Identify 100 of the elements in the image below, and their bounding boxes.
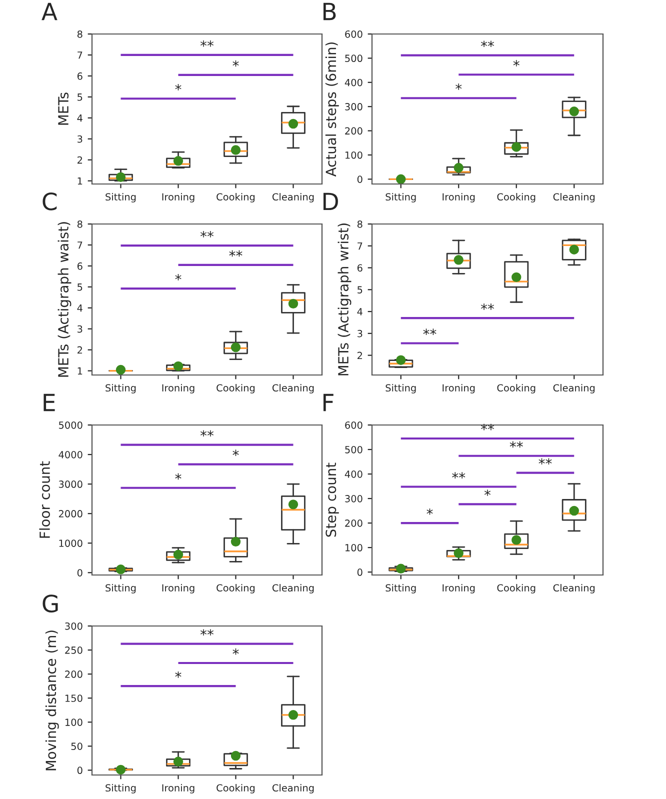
y-tick-label: 600: [345, 30, 362, 38]
annotation: *: [456, 84, 462, 90]
x-tick-label: Ironing: [442, 384, 475, 394]
y-tick-label: 150: [65, 694, 82, 702]
x-tick-label: Ironing: [162, 193, 194, 202]
annotation: *: [175, 84, 182, 90]
annotation: **: [538, 458, 552, 465]
y-tick-label: 3: [78, 325, 82, 333]
chart-title: B: [323, 2, 336, 20]
x-tick-label: Ironing: [442, 193, 475, 202]
y-tick-label: 300: [65, 622, 82, 630]
annotation: **: [480, 40, 494, 48]
x-tick-label: Cooking: [497, 384, 536, 394]
chart-title: F: [323, 394, 334, 412]
y-tick-label: 1000: [59, 540, 82, 547]
y-tick-label: 7: [358, 242, 362, 250]
x-tick-label: Sitting: [386, 193, 416, 202]
y-tick-label: 3: [78, 135, 82, 143]
y-tick-label: 7: [78, 52, 82, 59]
y-tick-label: 2000: [58, 510, 82, 518]
annotation: **: [200, 629, 214, 636]
chart-title: D: [323, 192, 338, 210]
y-tick-label: 0: [357, 176, 362, 183]
y-tick-label: 6: [77, 262, 82, 270]
annotation: *: [232, 60, 239, 67]
y-tick-label: 100: [65, 718, 82, 726]
annotation: *: [232, 648, 239, 655]
y-tick-label: 500: [345, 446, 362, 454]
x-tick-label: Cleaning: [553, 193, 595, 202]
y-axis-title: Moving distance (m): [45, 630, 59, 770]
annotation: *: [484, 490, 491, 496]
x-tick-label: Cooking: [497, 193, 536, 202]
y-tick-label: 5000: [58, 421, 82, 429]
y-tick-label: 400: [344, 470, 362, 478]
y-tick-label: 4: [77, 304, 82, 312]
y-tick-label: 200: [345, 127, 362, 135]
x-tick-label: Cooking: [216, 193, 255, 202]
y-tick-label: 2: [358, 352, 362, 359]
y-tick-label: 300: [345, 495, 362, 502]
x-tick-label: Ironing: [162, 384, 194, 394]
y-tick-label: 0: [77, 766, 82, 774]
annotation: **: [200, 231, 214, 238]
y-tick-label: 3: [358, 330, 362, 338]
y-tick-label: 8: [77, 30, 82, 38]
y-tick-label: 200: [65, 670, 82, 678]
annotation: *: [175, 671, 182, 678]
y-tick-label: 4000: [58, 451, 82, 458]
x-tick-label: Cooking: [216, 584, 255, 594]
x-tick-label: Sitting: [106, 784, 136, 794]
chart-title: G: [42, 594, 58, 612]
x-tick-label: Cleaning: [553, 584, 595, 594]
y-tick-label: 1: [78, 367, 82, 374]
y-tick-label: 0: [357, 568, 362, 576]
y-tick-label: 6: [357, 264, 362, 272]
annotation: *: [513, 60, 520, 66]
annotation: *: [175, 473, 182, 480]
x-tick-label: Ironing: [162, 584, 194, 594]
y-tick-label: 3000: [58, 480, 82, 488]
x-tick-label: Cleaning: [272, 193, 314, 202]
annotation: **: [423, 328, 436, 336]
chart-title: A: [42, 2, 58, 20]
annotation: **: [200, 430, 214, 437]
y-axis-title: METs (Actigraph wrist): [338, 224, 352, 376]
annotation: **: [510, 441, 523, 448]
x-tick-label: Cooking: [216, 784, 255, 794]
y-axis-title: METs (Actigraph waist): [58, 222, 72, 377]
chart-title: C: [42, 192, 57, 210]
x-tick-label: Cleaning: [272, 784, 314, 794]
y-tick-label: 300: [345, 103, 362, 110]
y-tick-label: 50: [71, 742, 82, 750]
annotation: *: [175, 274, 182, 280]
y-tick-label: 8: [77, 220, 82, 228]
y-tick-label: 8: [357, 220, 362, 228]
y-tick-label: 0: [77, 569, 82, 576]
y-tick-label: 4: [357, 308, 362, 316]
x-tick-label: Sitting: [386, 584, 416, 594]
x-tick-label: Cooking: [497, 584, 536, 594]
y-tick-label: 1: [78, 177, 82, 185]
y-tick-label: 5: [78, 94, 82, 101]
y-tick-label: 100: [345, 151, 362, 159]
y-tick-label: 4: [77, 114, 82, 122]
y-tick-label: 200: [345, 520, 362, 527]
chart-title: E: [44, 394, 55, 412]
x-tick-label: Sitting: [106, 584, 136, 594]
y-tick-label: 250: [65, 646, 82, 654]
y-axis-title: Step count: [326, 462, 339, 537]
annotation: **: [452, 472, 466, 479]
y-tick-label: 600: [345, 421, 362, 429]
y-tick-label: 2: [78, 156, 82, 164]
annotation: **: [480, 304, 494, 310]
x-tick-label: Cleaning: [553, 384, 595, 394]
annotation: *: [232, 450, 239, 456]
annotation: **: [200, 40, 214, 47]
y-axis-title: METs: [58, 92, 69, 125]
y-tick-label: 6: [77, 72, 82, 80]
y-tick-label: 400: [344, 78, 362, 86]
y-tick-label: 100: [345, 544, 362, 552]
y-tick-label: 500: [345, 54, 362, 62]
x-tick-label: Sitting: [106, 384, 136, 394]
y-tick-label: 5: [358, 286, 362, 294]
